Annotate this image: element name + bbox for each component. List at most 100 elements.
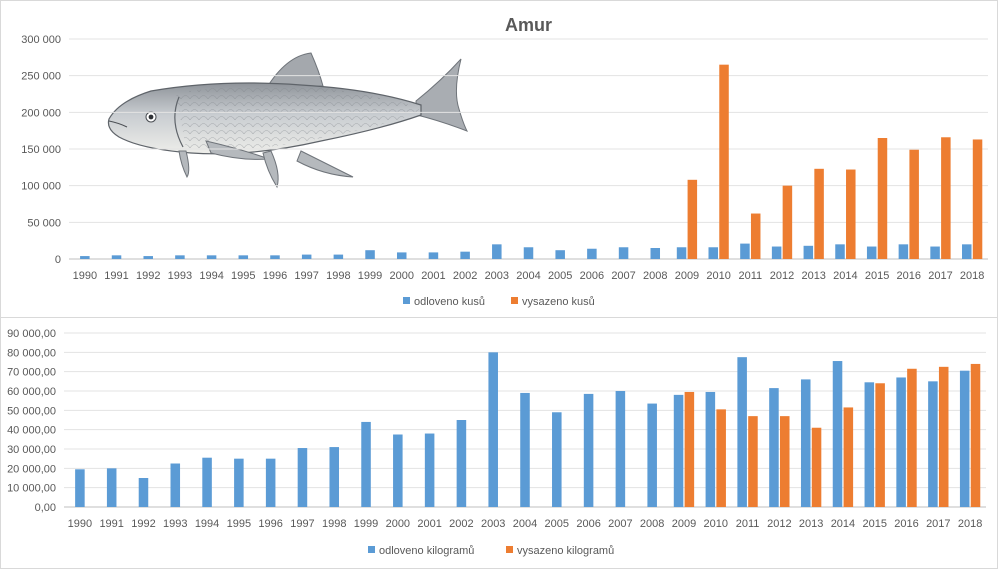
series-vysazeno <box>687 64 983 259</box>
bar-2006-odloveno <box>583 393 594 507</box>
y-tick-label: 30 000,00 <box>7 444 56 456</box>
x-tick-label: 1993 <box>163 518 187 530</box>
x-tick-label: 2002 <box>453 270 477 282</box>
y-tick-label: 40 000,00 <box>7 425 56 437</box>
bar-2010-vysazeno <box>716 409 726 507</box>
bar-1991-odloveno <box>111 255 122 259</box>
x-tick-label: 2001 <box>421 270 445 282</box>
bar-2015-vysazeno <box>875 383 885 507</box>
bar-2018-odloveno <box>959 370 970 507</box>
x-tick-label: 2015 <box>865 270 889 282</box>
x-tick-label: 1992 <box>131 518 155 530</box>
bar-2008-odloveno <box>650 248 661 259</box>
bar-2018-vysazeno <box>970 363 981 507</box>
x-tick-label: 1993 <box>168 270 192 282</box>
bar-2013-odloveno <box>803 245 814 259</box>
bar-2014-vysazeno <box>843 407 854 507</box>
chart-top-svg: 0 50 000 100 000 150 000 200 000 250 000 300 0… <box>21 15 988 308</box>
x-tick-label: 2011 <box>738 270 762 282</box>
bar-1990-odloveno <box>75 469 85 507</box>
x-tick-label: 1998 <box>326 270 350 282</box>
bar-2017-vysazeno <box>938 366 949 507</box>
chart-panel-bottom: 0,00 10 000,00 20 000,00 30 000,00 40 000,00… <box>0 318 998 569</box>
x-tick-label: 2008 <box>643 270 667 282</box>
gridlines <box>69 38 988 260</box>
x-tick-label: 1999 <box>354 518 378 530</box>
y-tick-label: 20 000,00 <box>7 463 56 475</box>
y-tick-label: 100 000 <box>21 181 61 193</box>
bar-2016-vysazeno <box>907 368 917 507</box>
x-tick-label: 2013 <box>801 270 825 282</box>
series-odloveno <box>75 352 970 507</box>
x-tick-label: 2007 <box>608 518 632 530</box>
x-tick-label: 1990 <box>68 518 92 530</box>
bar-2005-odloveno <box>552 412 562 507</box>
legend-label: odloveno kusů <box>414 296 485 308</box>
bar-2010-vysazeno <box>719 64 729 259</box>
bar-2003-odloveno <box>492 244 502 259</box>
x-tick-label: 2006 <box>580 270 604 282</box>
x-tick-label: 1996 <box>258 518 282 530</box>
bar-2002-odloveno <box>456 420 467 507</box>
bar-2006-odloveno <box>587 248 597 259</box>
bar-2016-odloveno <box>898 244 909 259</box>
bar-2016-odloveno <box>896 377 906 507</box>
x-tick-label: 1995 <box>231 270 255 282</box>
x-tick-label: 1997 <box>294 270 318 282</box>
bar-2014-vysazeno <box>846 169 856 259</box>
bar-1996-odloveno <box>270 255 280 259</box>
x-tick-label: 2003 <box>485 270 509 282</box>
bar-1994-odloveno <box>206 255 217 259</box>
bar-2008-odloveno <box>647 403 657 507</box>
bar-1999-odloveno <box>365 250 375 259</box>
x-tick-label: 2016 <box>897 270 921 282</box>
bar-2012-odloveno <box>769 388 779 507</box>
y-tick-label: 200 000 <box>21 107 61 119</box>
x-tick-label: 2012 <box>767 518 791 530</box>
bar-2015-vysazeno <box>877 138 888 259</box>
x-tick-label: 2009 <box>672 518 696 530</box>
bar-2018-vysazeno <box>972 139 983 259</box>
x-tick-label: 2008 <box>640 518 664 530</box>
x-tick-label: 2018 <box>958 518 982 530</box>
x-tick-label: 2009 <box>675 270 699 282</box>
bar-2013-vysazeno <box>811 427 822 507</box>
bar-2018-odloveno <box>962 244 972 259</box>
x-tick-label: 2011 <box>736 518 760 530</box>
bar-1996-odloveno <box>265 458 276 507</box>
chart-title: Amur <box>505 15 552 35</box>
x-tick-label: 1991 <box>99 518 123 530</box>
bar-1998-odloveno <box>333 254 344 259</box>
bar-2013-odloveno <box>800 379 811 507</box>
x-tick-label: 2010 <box>704 518 728 530</box>
bar-2011-odloveno <box>737 357 747 507</box>
bar-2014-odloveno <box>835 244 845 259</box>
y-tick-label: 300 000 <box>21 34 61 46</box>
legend: odloveno kilogramů vysazeno kilogramů <box>368 545 614 557</box>
bar-1995-odloveno <box>238 255 249 259</box>
bar-2004-odloveno <box>523 247 534 259</box>
y-tick-label: 0 <box>55 254 61 266</box>
x-tick-label: 2018 <box>960 270 984 282</box>
bar-2009-vysazeno <box>687 179 698 259</box>
grass-carp-fish-icon <box>107 52 469 189</box>
bar-2010-odloveno <box>708 247 719 259</box>
bar-2017-odloveno <box>930 246 940 259</box>
x-tick-label: 2017 <box>926 518 950 530</box>
x-tick-label: 1990 <box>73 270 97 282</box>
bar-1997-odloveno <box>301 254 312 259</box>
bar-2017-vysazeno <box>941 137 951 259</box>
x-tick-label: 1999 <box>358 270 382 282</box>
bar-1992-odloveno <box>138 478 149 507</box>
bar-2007-odloveno <box>618 247 629 259</box>
x-tick-label: 1991 <box>104 270 128 282</box>
x-tick-label: 2014 <box>833 270 857 282</box>
bar-2001-odloveno <box>424 433 435 507</box>
bar-2009-vysazeno <box>684 391 695 507</box>
bar-2012-vysazeno <box>779 416 790 507</box>
bar-2002-odloveno <box>460 251 470 259</box>
x-tick-label: 1998 <box>322 518 346 530</box>
legend-label: vysazeno kilogramů <box>517 545 614 557</box>
bar-2000-odloveno <box>396 252 407 259</box>
legend-label: odloveno kilogramů <box>379 545 474 557</box>
